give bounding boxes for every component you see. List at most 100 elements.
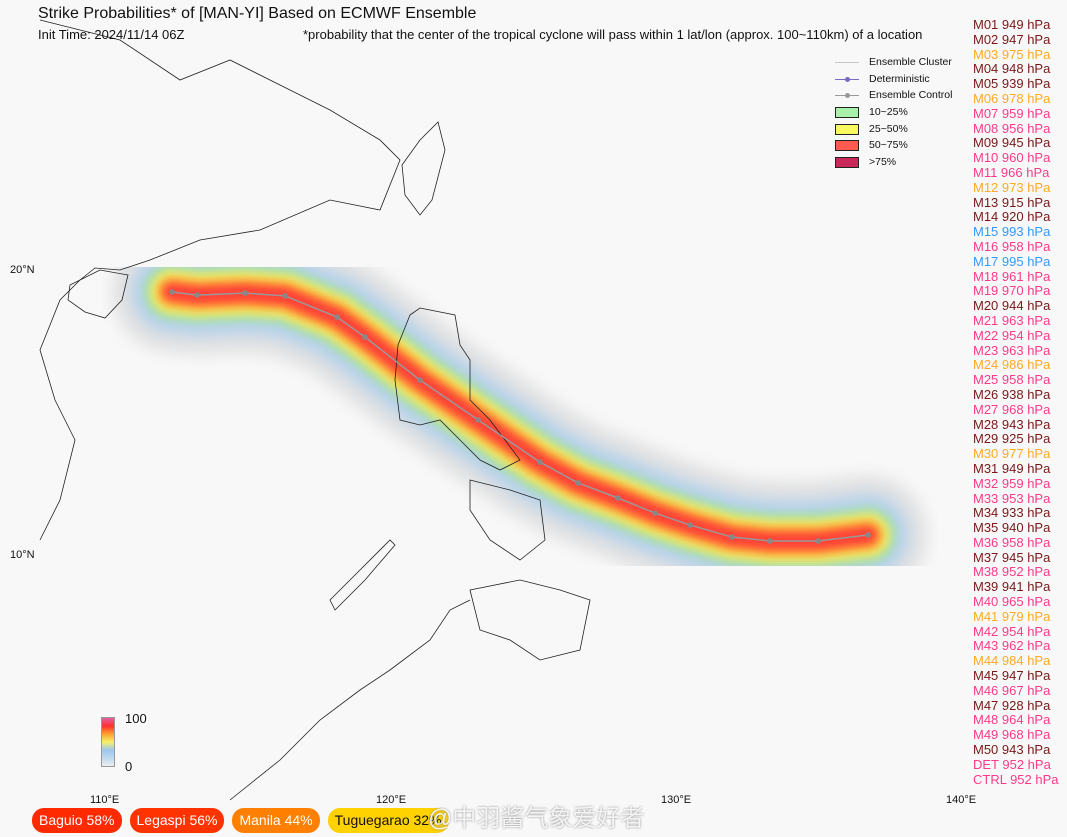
member-pressure-item: M16 958 hPa — [973, 238, 1051, 254]
member-pressure-item: M08 956 hPa — [973, 120, 1051, 136]
legend-symbol — [835, 123, 861, 135]
probability-colorbar — [101, 717, 115, 767]
member-pressure-item: M07 959 hPa — [973, 105, 1051, 121]
legend-item: 10~25% — [835, 104, 952, 121]
control-track-point — [815, 538, 821, 544]
legend-label: 50~75% — [869, 139, 908, 152]
legend-item: 50~75% — [835, 137, 952, 154]
legend-label: >75% — [869, 155, 897, 168]
member-pressure-item: M27 968 hPa — [973, 401, 1051, 417]
legend-symbol — [835, 156, 861, 168]
member-pressure-item: M10 960 hPa — [973, 150, 1051, 166]
coastlines — [39, 19, 591, 801]
control-track-point — [865, 532, 871, 538]
visayas-islands — [469, 479, 546, 561]
legend-symbol — [835, 90, 861, 100]
colorbar-min: 0 — [125, 759, 133, 774]
member-pressure-item: M14 920 hPa — [973, 209, 1051, 225]
member-pressure-item: M25 958 hPa — [973, 372, 1051, 388]
city-probability-badge: Manila 44% — [232, 808, 320, 833]
member-pressure-item: M09 945 hPa — [973, 135, 1051, 151]
control-track-point — [729, 534, 735, 540]
legend-symbol — [835, 107, 861, 119]
lon-tick: 120°E — [376, 794, 407, 806]
control-track-point — [362, 334, 368, 340]
legend-item: Deterministic — [835, 71, 952, 88]
hainan-island — [67, 269, 129, 319]
member-pressure-item: M19 970 hPa — [973, 283, 1051, 299]
china-coast — [39, 19, 401, 281]
member-pressure-item: M18 961 hPa — [973, 268, 1051, 284]
member-pressure-item: M23 963 hPa — [973, 342, 1051, 358]
member-pressure-item: M20 944 hPa — [973, 298, 1051, 314]
member-pressure-item: M33 953 hPa — [973, 490, 1051, 506]
colorbar-max: 100 — [125, 711, 147, 726]
control-track-point — [575, 480, 581, 486]
member-pressure-item: DET 952 hPa — [973, 756, 1051, 772]
member-pressure-item: M12 973 hPa — [973, 179, 1051, 195]
probability-swath — [111, 231, 928, 602]
control-track-point — [475, 417, 481, 423]
ensemble-control-track — [169, 289, 871, 544]
member-pressure-item: M39 941 hPa — [973, 579, 1051, 595]
vietnam-coast — [39, 279, 81, 541]
legend-label: 10~25% — [869, 106, 908, 119]
legend-item: Ensemble Control — [835, 87, 952, 104]
member-pressure-item: M22 954 hPa — [973, 327, 1051, 343]
footnote: *probability that the center of the trop… — [303, 27, 923, 42]
legend-symbol — [835, 57, 861, 67]
city-probability-badge: Tuguegarao 32% — [327, 808, 449, 833]
member-pressure-item: M31 949 hPa — [973, 460, 1051, 476]
member-pressure-item: M48 964 hPa — [973, 712, 1051, 728]
member-pressure-list: M01 949 hPa M02 947 hPa M03 975 hPa M04 948… — [973, 17, 1059, 787]
control-track-point — [282, 293, 288, 299]
member-pressure-item: M21 963 hPa — [973, 312, 1051, 328]
member-pressure-item: M49 968 hPa — [973, 727, 1051, 743]
legend-label: Ensemble Cluster — [869, 56, 952, 69]
member-pressure-item: M26 938 hPa — [973, 386, 1051, 402]
luzon-island — [394, 307, 521, 471]
member-pressure-item: M24 986 hPa — [973, 357, 1051, 373]
member-pressure-item: CTRL 952 hPa — [973, 771, 1059, 787]
member-pressure-item: M36 958 hPa — [973, 534, 1051, 550]
member-pressure-item: M44 984 hPa — [973, 653, 1051, 669]
control-track-point — [169, 289, 175, 295]
member-pressure-item: M28 943 hPa — [973, 416, 1051, 432]
member-pressure-item: M50 943 hPa — [973, 742, 1051, 758]
member-pressure-item: M29 925 hPa — [973, 431, 1051, 447]
control-track-point — [417, 377, 423, 383]
lon-tick: 110°E — [90, 794, 120, 806]
member-pressure-item: M01 949 hPa — [973, 17, 1051, 32]
legend-label: Ensemble Control — [869, 89, 953, 102]
member-pressure-item: M15 993 hPa — [973, 224, 1051, 240]
member-pressure-item: M47 928 hPa — [973, 697, 1051, 713]
control-track-point — [652, 510, 658, 516]
control-track-point — [242, 290, 248, 296]
lon-tick: 130°E — [661, 794, 692, 806]
member-pressure-item: M06 978 hPa — [973, 90, 1051, 106]
lon-tick: 140°E — [946, 794, 977, 806]
member-pressure-item: M37 945 hPa — [973, 549, 1051, 565]
init-time: Init Time: 2024/11/14 06Z — [38, 27, 185, 42]
member-pressure-item: M46 967 hPa — [973, 682, 1051, 698]
member-pressure-item: M34 933 hPa — [973, 505, 1051, 521]
member-pressure-item: M30 977 hPa — [973, 446, 1051, 462]
watermark: @中羽酱气象爱好者 — [428, 805, 645, 832]
lat-tick: 10°N — [10, 549, 35, 561]
legend-item: Ensemble Cluster — [835, 54, 952, 71]
member-pressure-item: M11 966 hPa — [973, 164, 1050, 180]
borneo-coast — [229, 599, 471, 801]
member-pressure-item: M41 979 hPa — [973, 608, 1051, 624]
legend-symbol — [835, 140, 861, 152]
legend-symbol — [835, 74, 861, 84]
control-track-point — [334, 314, 340, 320]
member-pressure-item: M04 948 hPa — [973, 61, 1051, 77]
taiwan-island — [401, 121, 446, 216]
member-pressure-item: M43 962 hPa — [973, 638, 1051, 654]
city-probability-badge: Legaspi 56% — [129, 808, 225, 833]
legend-label: Deterministic — [869, 72, 930, 85]
mindanao-island — [469, 579, 591, 661]
city-probability-badge: Baguio 58% — [32, 808, 122, 833]
control-track-point — [767, 538, 773, 544]
